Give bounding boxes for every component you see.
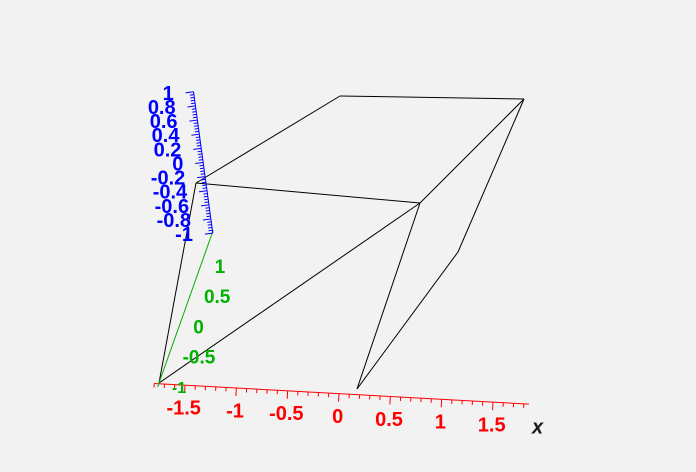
- svg-text:1: 1: [215, 257, 226, 278]
- svg-text:-0.5: -0.5: [269, 403, 303, 425]
- svg-text:0: 0: [193, 317, 204, 338]
- svg-text:0.5: 0.5: [375, 409, 403, 431]
- svg-text:0: 0: [332, 406, 343, 428]
- svg-text:-1: -1: [226, 400, 244, 422]
- svg-text:-1.5: -1.5: [166, 397, 200, 419]
- svg-text:1: 1: [435, 412, 446, 434]
- svg-text:-1: -1: [172, 380, 186, 397]
- svg-text:0.5: 0.5: [204, 287, 231, 308]
- svg-text:-0.5: -0.5: [183, 347, 216, 368]
- svg-text:-1: -1: [175, 224, 193, 246]
- svg-text:x: x: [531, 416, 544, 438]
- svg-text:1.5: 1.5: [478, 414, 506, 436]
